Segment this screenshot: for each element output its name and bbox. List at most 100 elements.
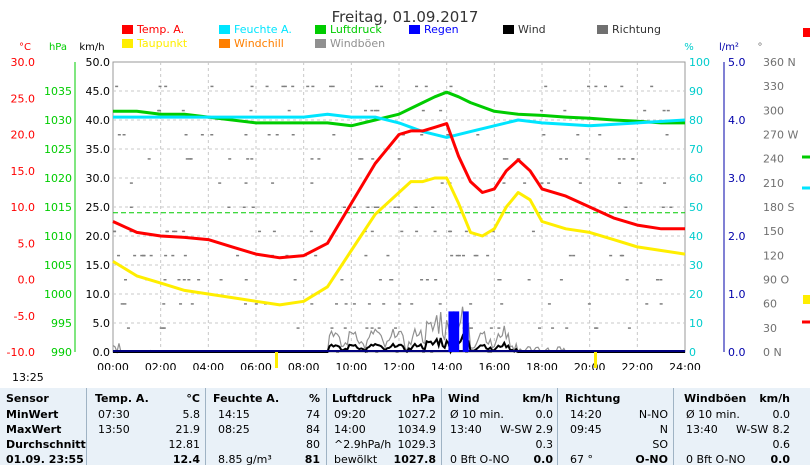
- direction-point: [420, 134, 424, 136]
- direction-point: [505, 158, 509, 160]
- direction-point: [401, 134, 405, 136]
- direction-point: [352, 303, 356, 305]
- direction-point: [366, 206, 370, 208]
- table-cell: SO: [652, 438, 668, 451]
- axis-tick-direction: 30: [763, 322, 777, 335]
- direction-point: [340, 279, 344, 281]
- legend-swatch: [219, 25, 230, 34]
- direction-point: [236, 254, 240, 257]
- direction-point: [446, 134, 450, 136]
- direction-point: [142, 254, 146, 257]
- axis-tick-temp: 20.0: [11, 129, 36, 142]
- direction-point: [475, 254, 479, 257]
- direction-point: [162, 303, 166, 305]
- table-cell: 13:40: [450, 423, 482, 436]
- table-cell: 67 °: [570, 453, 593, 466]
- direction-point: [659, 303, 663, 305]
- direction-point: [275, 134, 279, 136]
- table-cell: 08:25: [218, 423, 250, 436]
- series-line-temp-a-: [112, 122, 685, 260]
- direction-point: [650, 85, 654, 88]
- direction-point: [377, 327, 381, 329]
- direction-point: [164, 85, 168, 88]
- direction-point: [250, 85, 254, 88]
- direction-point: [185, 158, 189, 160]
- axis-tick-temp: 0.0: [18, 274, 36, 287]
- table-header: %: [308, 392, 320, 405]
- direction-point: [547, 303, 551, 305]
- axis-tick-humidity: 10: [689, 317, 703, 330]
- direction-point: [365, 327, 369, 329]
- axis-tick-direction: 210: [763, 177, 784, 190]
- direction-point: [251, 206, 255, 208]
- legend-swatch: [315, 25, 326, 34]
- axis-tick-humidity: 90: [689, 85, 703, 98]
- table-cell: 81: [304, 453, 320, 466]
- direction-point: [415, 85, 419, 88]
- axis-tick-wind: 40.0: [86, 114, 111, 127]
- axes: -10.0 -5.0 0.0 5.0 10.0 15.0 20.0 25.0 30.0 990 99…: [7, 56, 799, 359]
- direction-point: [565, 327, 569, 329]
- direction-point: [476, 134, 480, 136]
- direction-point: [172, 230, 176, 233]
- legend-swatch: [315, 39, 326, 48]
- table-cell: 0.0: [770, 453, 791, 466]
- direction-point: [639, 182, 643, 184]
- direction-point: [465, 351, 469, 353]
- direction-point: [438, 303, 442, 305]
- direction-point: [473, 254, 477, 257]
- table-header: Windböen: [684, 392, 747, 405]
- direction-point: [666, 109, 670, 112]
- axis-tick-direction: 300: [763, 104, 784, 117]
- direction-point: [531, 230, 535, 233]
- direction-point: [502, 182, 506, 184]
- axis-tick-pressure: 1010: [44, 230, 72, 243]
- axis-tick-temp: -10.0: [7, 346, 35, 359]
- chart-title: Freitag, 01.09.2017: [332, 8, 479, 26]
- direction-point: [309, 230, 313, 233]
- direction-point: [314, 254, 318, 257]
- direction-point: [179, 303, 183, 305]
- axis-tick-direction: 0 N: [763, 346, 782, 359]
- legend-label: Luftdruck: [330, 23, 382, 36]
- direction-point: [631, 158, 635, 160]
- table-cell: 0.3: [535, 438, 554, 451]
- table-header: Luftdruck: [332, 392, 392, 405]
- table-cell: 13:50: [98, 423, 130, 436]
- direction-point: [502, 158, 506, 160]
- row-label: 01.09. 23:55: [6, 453, 84, 466]
- direction-point: [182, 279, 186, 281]
- axis-tick-wind: 5.0: [93, 317, 111, 330]
- direction-point: [498, 279, 502, 281]
- direction-point: [117, 134, 121, 136]
- table-cell: 5.8: [182, 408, 201, 421]
- axis-tick-pressure: 1020: [44, 172, 72, 185]
- direction-point: [370, 327, 374, 329]
- direction-point: [311, 85, 315, 88]
- table-cell: 14:00: [334, 423, 366, 436]
- direction-point: [162, 327, 166, 329]
- direction-point: [113, 230, 117, 233]
- axis-tick-pressure: 1030: [44, 114, 72, 127]
- direction-point: [620, 85, 624, 88]
- direction-point: [439, 109, 443, 112]
- table-cell: Ø 10 min.: [686, 408, 740, 421]
- table-divider: [86, 388, 87, 465]
- direction-point: [157, 109, 161, 112]
- axis-tick-temp: 25.0: [11, 92, 36, 105]
- direction-point: [462, 254, 466, 257]
- table-header: Temp. A.: [95, 392, 149, 405]
- direction-point: [378, 279, 382, 281]
- direction-point: [360, 158, 364, 160]
- direction-point: [434, 279, 438, 281]
- axis-tick-rain: 4.0: [728, 114, 746, 127]
- axis-tick-pressure: 995: [51, 317, 72, 330]
- direction-point: [171, 254, 175, 257]
- direction-point: [450, 254, 454, 257]
- axis-tick-temp: 5.0: [18, 237, 36, 250]
- axis-tick-pressure: 1025: [44, 143, 72, 156]
- rain-bar: [453, 311, 460, 352]
- axis-tick-wind: 30.0: [86, 172, 111, 185]
- table-divider: [205, 388, 206, 465]
- series-lines: [112, 90, 686, 307]
